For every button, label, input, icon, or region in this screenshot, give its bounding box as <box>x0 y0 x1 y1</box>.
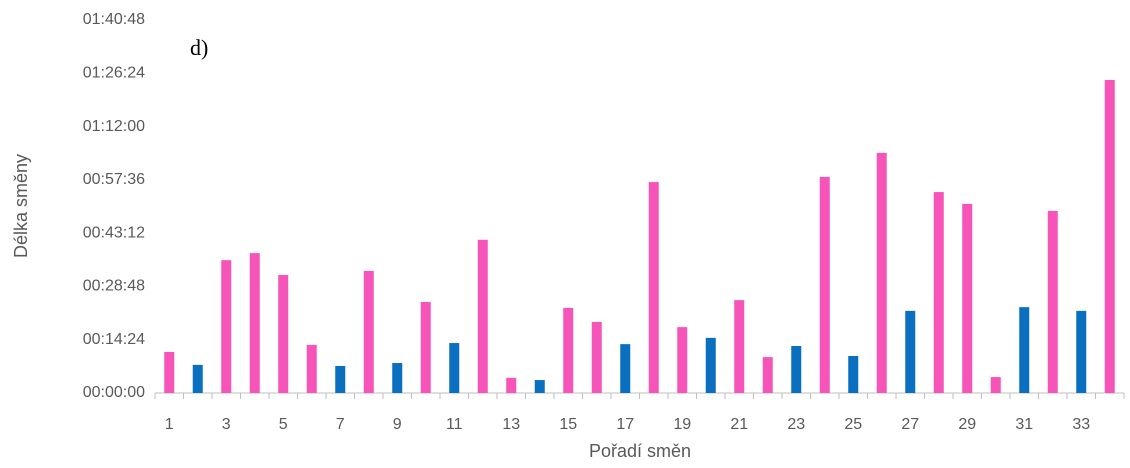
bar <box>620 344 631 393</box>
bar <box>164 351 175 393</box>
bar <box>392 363 403 393</box>
bar <box>933 192 944 393</box>
bar <box>335 365 346 393</box>
x-axis-title: Pořadí směn <box>589 441 691 461</box>
x-tick-label: 23 <box>787 416 805 433</box>
y-tick-label: 00:28:48 <box>83 278 145 295</box>
x-tick-label: 7 <box>336 416 345 433</box>
x-tick-label: 31 <box>1015 416 1033 433</box>
bar <box>506 377 517 393</box>
bar <box>221 260 232 393</box>
y-tick-label: 00:14:24 <box>83 331 145 348</box>
bar <box>734 300 745 393</box>
bar <box>677 327 688 393</box>
bar <box>192 364 203 393</box>
bar <box>848 355 859 393</box>
bar <box>534 380 545 393</box>
y-tick-label: 01:40:48 <box>83 11 145 28</box>
x-tick-label: 17 <box>616 416 634 433</box>
bar <box>791 346 802 393</box>
x-tick-label: 3 <box>222 416 231 433</box>
x-tick-label: 9 <box>393 416 402 433</box>
bar <box>363 270 374 393</box>
bar <box>1104 79 1115 394</box>
bar <box>1019 307 1030 393</box>
x-tick-label: 11 <box>446 416 463 433</box>
bar <box>306 344 317 393</box>
bar <box>278 274 289 393</box>
x-tick-label: 29 <box>958 416 976 433</box>
bar <box>563 307 574 393</box>
x-tick-label: 33 <box>1072 416 1090 433</box>
y-tick-label: 00:57:36 <box>83 171 145 188</box>
bar <box>449 343 460 393</box>
y-tick-label: 01:26:24 <box>83 65 145 82</box>
y-tick-label: 00:43:12 <box>83 224 145 241</box>
x-tick-label: 13 <box>502 416 520 433</box>
y-tick-label: 01:12:00 <box>83 118 145 135</box>
x-tick-label: 25 <box>844 416 862 433</box>
x-tick-label: 19 <box>673 416 691 433</box>
bar <box>876 152 887 393</box>
bar <box>762 357 773 393</box>
y-tick-label: 00:00:00 <box>83 384 145 401</box>
x-tick-label: 15 <box>559 416 577 433</box>
bar <box>1076 310 1087 393</box>
bar <box>1047 210 1058 393</box>
bar <box>648 182 659 393</box>
x-tick-label: 21 <box>730 416 748 433</box>
bar <box>591 321 602 393</box>
bar <box>420 301 431 393</box>
bar <box>962 203 973 393</box>
bar <box>477 239 488 393</box>
y-axis-title: Délka směny <box>11 154 31 258</box>
annotation: d) <box>190 35 208 60</box>
bar <box>705 337 716 393</box>
bar <box>990 377 1001 393</box>
bar <box>905 310 916 393</box>
x-tick-label: 1 <box>165 416 174 433</box>
x-tick-label: 27 <box>901 416 919 433</box>
x-tick-label: 5 <box>279 416 288 433</box>
bar <box>819 176 830 393</box>
bar <box>249 253 260 393</box>
